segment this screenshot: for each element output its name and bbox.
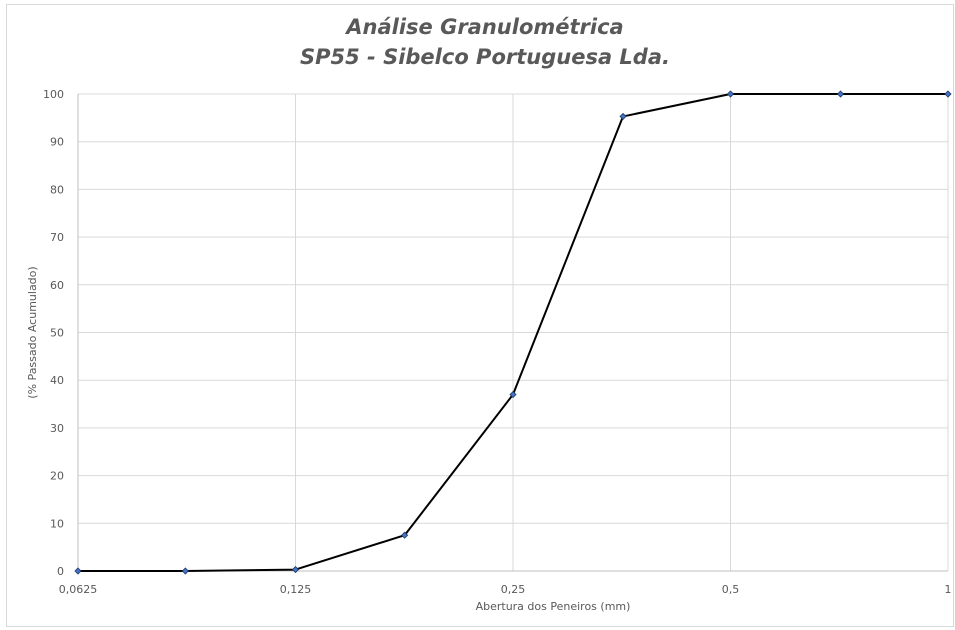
series (74, 90, 952, 575)
x-axis-title: Abertura dos Peneiros (mm) (476, 600, 631, 613)
data-point-marker (181, 567, 189, 575)
y-tick-label: 100 (43, 88, 64, 101)
y-tick-label: 60 (50, 279, 64, 292)
x-tick-label: 1 (945, 583, 952, 596)
data-point-marker (726, 90, 735, 98)
y-tick-label: 30 (50, 422, 64, 435)
chart-title: Análise Granulométrica SP55 - Sibelco Po… (0, 12, 955, 72)
y-tick-label: 50 (50, 327, 64, 340)
y-axis-title: (% Passado Acumulado) (26, 266, 39, 398)
y-tick-label: 40 (50, 374, 64, 387)
data-point-marker (291, 566, 300, 574)
x-tick-label: 0,5 (722, 583, 740, 596)
y-tick-label: 80 (50, 183, 64, 196)
tick-labels: 0 10 20 30 40 50 60 70 80 90 100 0,0625 0,125 0,25 0,5… (43, 88, 952, 596)
data-point-marker (619, 112, 627, 120)
data-point-marker (74, 567, 82, 575)
y-tick-label: 90 (50, 136, 64, 149)
chart-title-line-1: Análise Granulométrica (346, 15, 624, 39)
gridlines (78, 93, 949, 571)
x-tick-label: 0,25 (501, 583, 526, 596)
x-tick-label: 0,0625 (59, 583, 98, 596)
x-tick-label: 0,125 (280, 583, 312, 596)
y-tick-label: 10 (50, 517, 64, 530)
data-point-marker (836, 90, 845, 98)
y-tick-label: 20 (50, 470, 64, 483)
data-point-marker (944, 90, 952, 98)
chart-title-line-2: SP55 - Sibelco Portuguesa Lda. (300, 45, 670, 69)
y-tick-label: 70 (50, 231, 64, 244)
data-point-marker (509, 390, 517, 399)
y-tick-label: 0 (57, 565, 64, 578)
data-point-marker (401, 531, 409, 539)
